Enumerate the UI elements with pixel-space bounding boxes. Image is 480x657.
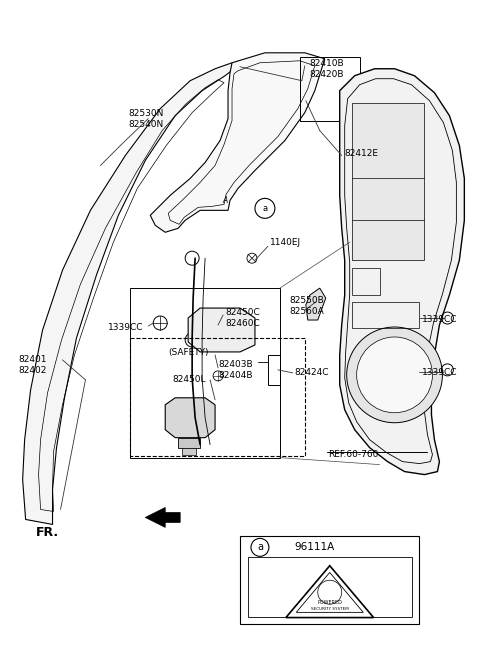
Polygon shape [306, 288, 326, 320]
Polygon shape [340, 69, 464, 474]
Text: a: a [263, 204, 267, 213]
Text: 96111A: 96111A [295, 543, 335, 553]
Polygon shape [150, 53, 325, 233]
Text: 1140EJ: 1140EJ [270, 238, 301, 247]
Text: 1339CC: 1339CC [421, 315, 457, 324]
Text: 1339CC: 1339CC [108, 323, 144, 332]
Polygon shape [352, 102, 424, 260]
Text: POWERED: POWERED [317, 600, 342, 604]
Text: 82424C: 82424C [295, 368, 329, 377]
Polygon shape [188, 308, 255, 352]
Text: REF.60-760: REF.60-760 [328, 449, 378, 459]
Text: a: a [257, 543, 263, 553]
Polygon shape [178, 438, 200, 447]
Polygon shape [240, 536, 420, 624]
Text: SECURITY SYSTEM: SECURITY SYSTEM [311, 607, 348, 611]
Text: 82550B
82560A: 82550B 82560A [290, 296, 324, 316]
Polygon shape [182, 447, 196, 455]
Text: 82401
82402: 82401 82402 [19, 355, 47, 375]
Text: 82530N
82540N: 82530N 82540N [128, 108, 164, 129]
Text: 82450L: 82450L [172, 375, 206, 384]
Text: 82450C
82460C: 82450C 82460C [225, 308, 260, 328]
Text: 82403B
82404B: 82403B 82404B [218, 360, 252, 380]
Text: A: A [222, 196, 228, 205]
Text: (SAFETY): (SAFETY) [168, 348, 209, 357]
Polygon shape [23, 63, 238, 524]
Text: 82412E: 82412E [345, 148, 379, 158]
Text: 1339CC: 1339CC [421, 368, 457, 377]
Circle shape [347, 327, 443, 422]
Text: 82410B
82420B: 82410B 82420B [310, 58, 345, 79]
Circle shape [357, 337, 432, 413]
Polygon shape [145, 507, 180, 528]
Polygon shape [165, 397, 215, 438]
Text: FR.: FR. [36, 526, 59, 539]
